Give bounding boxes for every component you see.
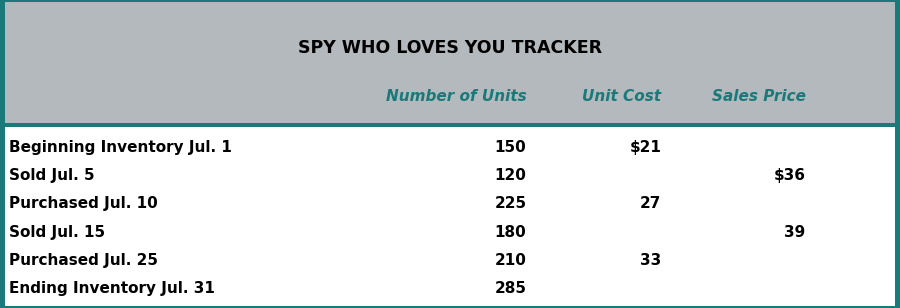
- Text: Sold Jul. 5: Sold Jul. 5: [9, 168, 94, 183]
- Text: 225: 225: [494, 197, 526, 211]
- Text: $36: $36: [773, 168, 806, 183]
- Text: Unit Cost: Unit Cost: [582, 89, 662, 104]
- Text: 27: 27: [640, 197, 662, 211]
- Text: Beginning Inventory Jul. 1: Beginning Inventory Jul. 1: [9, 140, 232, 155]
- Bar: [5, 2, 895, 123]
- Text: 33: 33: [640, 253, 662, 268]
- Bar: [5, 127, 895, 306]
- Text: Purchased Jul. 10: Purchased Jul. 10: [9, 197, 157, 211]
- Text: Sales Price: Sales Price: [712, 89, 806, 104]
- Text: 285: 285: [494, 282, 526, 296]
- Text: 39: 39: [784, 225, 806, 240]
- Text: 180: 180: [495, 225, 526, 240]
- Text: 210: 210: [495, 253, 526, 268]
- Bar: [5, 123, 895, 127]
- Text: 150: 150: [495, 140, 526, 155]
- Text: $21: $21: [630, 140, 662, 155]
- Text: Number of Units: Number of Units: [386, 89, 526, 104]
- Text: Sold Jul. 15: Sold Jul. 15: [9, 225, 105, 240]
- Text: Ending Inventory Jul. 31: Ending Inventory Jul. 31: [9, 282, 215, 296]
- Text: Purchased Jul. 25: Purchased Jul. 25: [9, 253, 158, 268]
- Text: 120: 120: [495, 168, 526, 183]
- Text: SPY WHO LOVES YOU TRACKER: SPY WHO LOVES YOU TRACKER: [298, 39, 602, 57]
